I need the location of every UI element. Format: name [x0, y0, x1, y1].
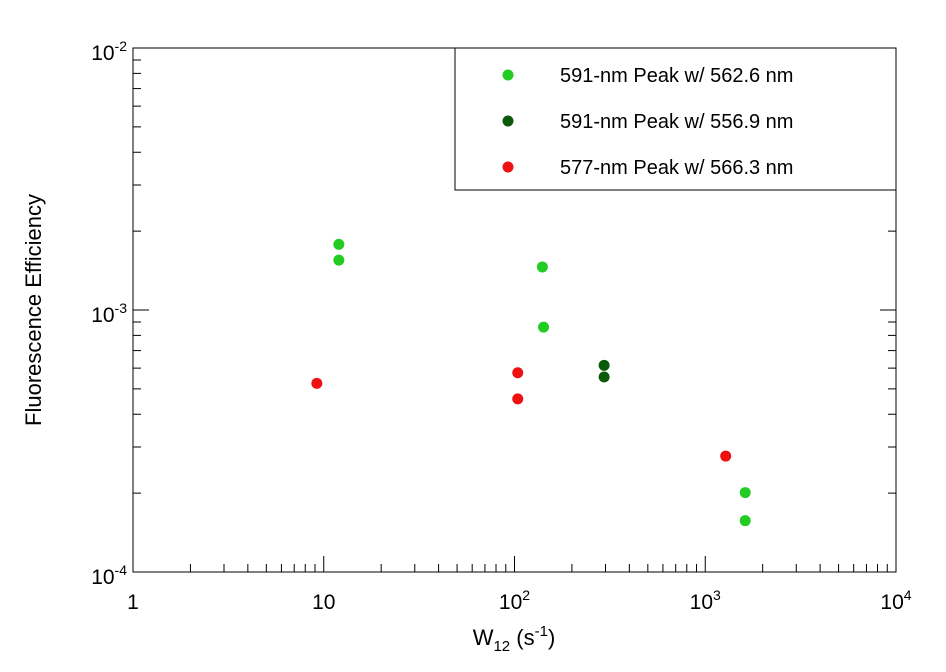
- legend-label: 591-nm Peak w/ 562.6 nm: [560, 65, 793, 87]
- legend-label: 577-nm Peak w/ 566.3 nm: [560, 157, 793, 179]
- x-axis-title-end: ): [548, 625, 555, 650]
- y-axis-tick-labels: 10-4 10-3 10-2: [91, 38, 127, 589]
- data-point-series-1: [739, 487, 751, 499]
- y-axis-ticks: [133, 59, 896, 573]
- legend-marker: [502, 115, 514, 127]
- legend-box: [454, 47, 897, 191]
- x-axis-title-base: W: [473, 625, 494, 650]
- data-point-series-3: [311, 377, 323, 389]
- legend-label: 591-nm Peak w/ 556.9 nm: [560, 111, 793, 133]
- y-tick-label: 10-4: [91, 562, 127, 589]
- x-tick-label: 10: [312, 591, 335, 614]
- y-axis-title: Fluorescence Efficiency: [21, 194, 46, 426]
- data-points: [311, 238, 751, 527]
- data-point-series-3: [512, 393, 524, 405]
- data-point-series-1: [538, 321, 550, 333]
- data-point-series-2: [598, 359, 610, 371]
- legend-marker: [502, 161, 514, 173]
- data-point-series-1: [333, 254, 345, 266]
- data-point-series-2: [598, 371, 610, 383]
- data-point-series-3: [512, 367, 524, 379]
- y-tick-label: 10-3: [91, 300, 127, 327]
- x-axis-title: W12 (s-1): [473, 623, 556, 655]
- x-axis-title-sub: 12: [493, 638, 510, 655]
- data-point-series-3: [720, 450, 732, 462]
- data-point-series-1: [739, 515, 751, 527]
- data-point-series-1: [536, 261, 548, 273]
- data-point-series-1: [333, 238, 345, 250]
- y-tick-label: 10-2: [91, 38, 127, 65]
- x-tick-label: 103: [690, 587, 721, 614]
- x-axis-title-mid: (s: [510, 625, 534, 650]
- x-tick-label: 1: [127, 591, 139, 614]
- x-axis-ticks: [132, 556, 888, 572]
- legend: 591-nm Peak w/ 562.6 nm 591-nm Peak w/ 55…: [454, 47, 897, 191]
- x-axis-title-sup: -1: [535, 623, 548, 640]
- x-tick-label: 102: [499, 587, 530, 614]
- legend-marker: [502, 69, 514, 81]
- x-axis-tick-labels: 1 10 102 103 104: [127, 587, 912, 614]
- x-tick-label: 104: [880, 587, 911, 614]
